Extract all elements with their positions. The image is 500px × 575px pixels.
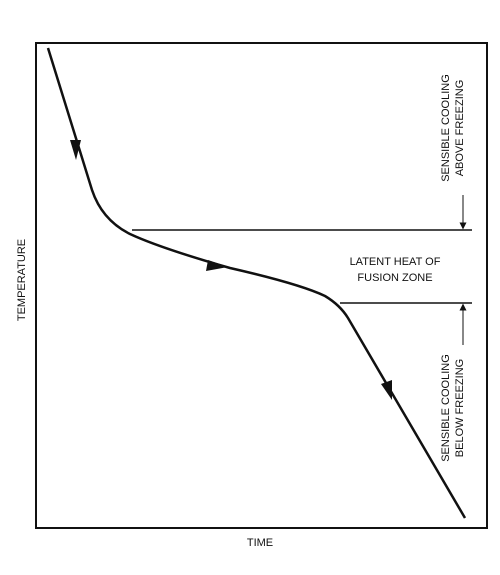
curve-arrow (206, 260, 228, 271)
x-axis-label: TIME (247, 537, 273, 549)
cooling-curve (46, 47, 467, 519)
annotation: BELOW FREEZING (454, 359, 466, 457)
y-axis-label: TEMPERATURE (16, 239, 28, 321)
annotation: SENSIBLE COOLING (440, 354, 452, 462)
annotation: LATENT HEAT OF (350, 256, 441, 268)
curve-arrow (381, 380, 392, 400)
annotation: FUSION ZONE (357, 272, 432, 284)
annotation: SENSIBLE COOLING (440, 74, 452, 182)
annotation: ABOVE FREEZING (454, 80, 466, 177)
plot-frame (35, 42, 488, 529)
curve-arrow (70, 140, 81, 160)
